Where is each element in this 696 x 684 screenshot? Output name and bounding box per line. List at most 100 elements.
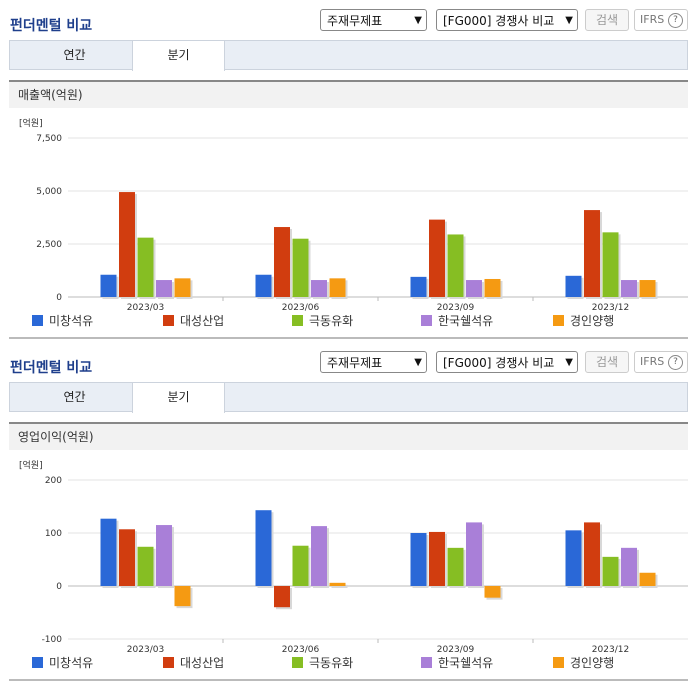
period-tabs: 연간 분기: [9, 382, 688, 413]
chevron-down-icon: ▼: [565, 15, 573, 26]
bar[interactable]: [100, 518, 117, 586]
legend-label: 극동유화: [309, 656, 354, 670]
chevron-down-icon: ▼: [414, 15, 422, 26]
bar[interactable]: [602, 232, 619, 297]
bar[interactable]: [429, 531, 445, 586]
tab-quarter[interactable]: 분기: [132, 41, 225, 71]
legend-swatch: [553, 657, 564, 668]
tab-annual[interactable]: 연간: [63, 390, 86, 404]
legend-item[interactable]: 한국쉘석유: [421, 655, 493, 673]
bar[interactable]: [137, 546, 154, 586]
compare-select[interactable]: [FG000] 경쟁사 비교 ▼: [436, 9, 578, 31]
bar[interactable]: [447, 547, 464, 586]
legend-item[interactable]: 미창석유: [32, 655, 93, 673]
tab-annual[interactable]: 연간: [63, 48, 86, 62]
legend-item[interactable]: 대성산업: [163, 655, 224, 673]
legend-item[interactable]: 대성산업: [163, 313, 224, 331]
bar[interactable]: [311, 526, 327, 586]
bar[interactable]: [584, 210, 600, 297]
unit-label: [억원]: [19, 459, 43, 471]
bar[interactable]: [429, 219, 445, 297]
bar[interactable]: [100, 274, 117, 297]
bar[interactable]: [410, 276, 427, 297]
bar[interactable]: [174, 278, 191, 297]
bar-shadow: [331, 584, 348, 588]
legend-swatch: [421, 657, 432, 668]
y-tick-label: 0: [56, 582, 62, 592]
bar[interactable]: [484, 586, 501, 598]
legend-label: 대성산업: [180, 656, 225, 670]
bar[interactable]: [639, 572, 656, 586]
chart-section-title: 영업이익(억원): [9, 422, 688, 450]
search-button[interactable]: 검색: [585, 351, 629, 373]
bar[interactable]: [602, 556, 619, 586]
legend-label: 경인양행: [570, 656, 615, 670]
bar[interactable]: [156, 280, 172, 297]
chart-section-title: 매출액(억원): [9, 80, 688, 108]
x-tick-label: 2023/03: [127, 645, 164, 654]
ifrs-label: IFRS: [640, 13, 665, 26]
bar[interactable]: [274, 227, 290, 297]
search-button[interactable]: 검색: [585, 9, 629, 31]
bar[interactable]: [119, 529, 135, 586]
x-tick-label: 2023/09: [437, 645, 475, 654]
bar[interactable]: [639, 280, 656, 297]
report-type-select[interactable]: 주재무제표 ▼: [320, 351, 427, 373]
bar[interactable]: [466, 280, 482, 297]
legend-swatch: [163, 657, 174, 668]
bar[interactable]: [584, 522, 600, 586]
chevron-down-icon: ▼: [565, 357, 573, 368]
help-icon[interactable]: ?: [668, 355, 683, 370]
legend-label: 대성산업: [180, 314, 225, 328]
ifrs-button[interactable]: IFRS?: [634, 9, 688, 31]
legend-item[interactable]: 경인양행: [553, 655, 614, 673]
revenue-chart-svg: [억원] 0 2,500 5,000 7,500 2023/03 2023/06 2023/0…: [19, 117, 688, 313]
bar[interactable]: [292, 545, 309, 586]
x-tick-label: 2023/09: [437, 303, 475, 312]
bar[interactable]: [484, 278, 501, 297]
bar[interactable]: [621, 280, 637, 297]
bar[interactable]: [565, 275, 582, 297]
bar[interactable]: [137, 237, 154, 297]
bar[interactable]: [274, 586, 290, 608]
y-tick-label: 100: [45, 529, 62, 539]
bar[interactable]: [329, 278, 346, 297]
compare-select[interactable]: [FG000] 경쟁사 비교 ▼: [436, 351, 578, 373]
ifrs-button[interactable]: IFRS?: [634, 351, 688, 373]
bar[interactable]: [292, 238, 309, 297]
bar[interactable]: [565, 530, 582, 586]
report-type-select[interactable]: 주재무제표 ▼: [320, 9, 427, 31]
y-tick-label: 7,500: [36, 134, 62, 144]
compare-value: [FG000] 경쟁사 비교: [443, 356, 555, 370]
bar[interactable]: [174, 586, 191, 607]
bar[interactable]: [311, 280, 327, 297]
bar[interactable]: [466, 522, 482, 586]
bar[interactable]: [255, 510, 272, 586]
legend-item[interactable]: 극동유화: [292, 655, 353, 673]
bar[interactable]: [410, 533, 427, 586]
legend-label: 미창석유: [49, 314, 94, 328]
bar[interactable]: [255, 274, 272, 297]
x-tick-label: 2023/12: [592, 645, 629, 654]
help-icon[interactable]: ?: [668, 13, 683, 28]
bar[interactable]: [621, 547, 637, 586]
legend-item[interactable]: 경인양행: [553, 313, 614, 331]
legend-item[interactable]: 한국쉘석유: [421, 313, 493, 331]
revenue-chart: [억원] 0 2,500 5,000 7,500 2023/03 2023/06 2023/0…: [9, 112, 688, 313]
bar[interactable]: [329, 582, 346, 586]
legend-swatch: [32, 315, 43, 326]
legend-swatch: [553, 315, 564, 326]
report-type-value: 주재무제표: [327, 356, 383, 370]
legend-swatch: [163, 315, 174, 326]
tab-quarter[interactable]: 분기: [132, 383, 225, 413]
bar[interactable]: [447, 234, 464, 297]
legend-item[interactable]: 미창석유: [32, 313, 93, 331]
legend-item[interactable]: 극동유화: [292, 313, 353, 331]
legend-swatch: [32, 657, 43, 668]
ifrs-label: IFRS: [640, 355, 665, 368]
bar[interactable]: [119, 192, 135, 297]
bar[interactable]: [156, 525, 172, 586]
x-tick-label: 2023/06: [282, 645, 320, 654]
y-tick-label: 0: [56, 293, 62, 303]
legend-label: 한국쉘석유: [438, 656, 494, 670]
